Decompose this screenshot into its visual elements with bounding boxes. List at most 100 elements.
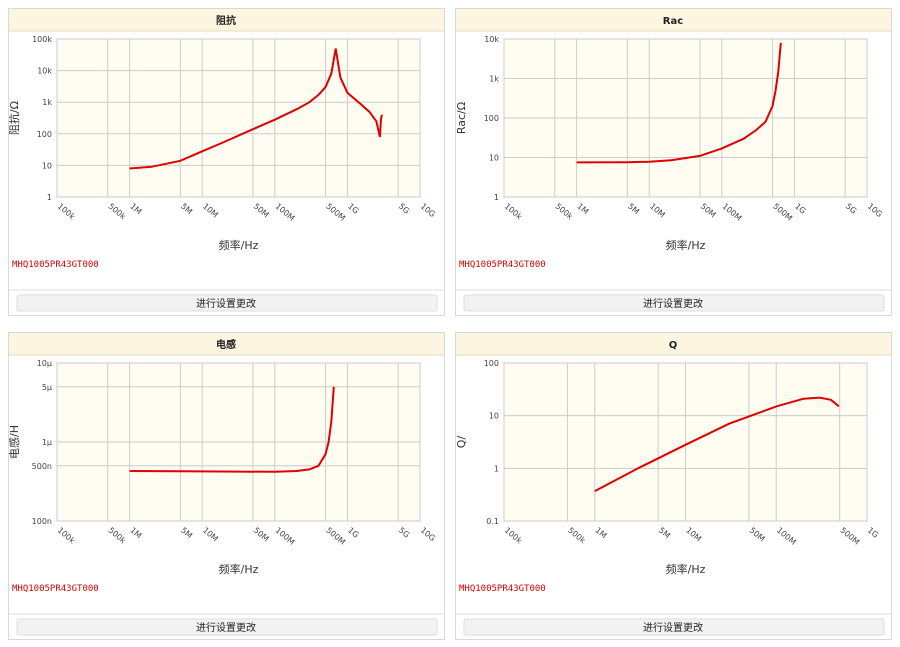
y-axis-label: 电感/H bbox=[9, 425, 21, 459]
x-tick-label: 100M bbox=[274, 526, 297, 547]
x-axis-label: 频率/Hz bbox=[666, 562, 706, 576]
chart-panel: 电感 100k 500k 1M 5M 10M 50M 100M 500M 1G 5G 10G 100n 5… bbox=[8, 332, 445, 640]
header-bar bbox=[456, 333, 891, 355]
x-tick-label: 1G bbox=[866, 526, 880, 540]
y-tick-label: 1k bbox=[42, 98, 52, 107]
data-line bbox=[576, 42, 782, 164]
part-number: MHQ1005PR43GT000 bbox=[459, 260, 546, 270]
chart-panel: Rac 100k 500k 1M 5M 10M 50M 100M 500M 1G 5G 10G 1 10 1… bbox=[455, 8, 892, 316]
x-tick-label: 5G bbox=[397, 526, 411, 540]
chart: 电感 100k 500k 1M 5M 10M 50M 100M 500M 1G 5G 10G 100n 5… bbox=[8, 333, 444, 636]
part-number: MHQ1005PR43GT000 bbox=[12, 584, 99, 594]
x-tick-label: 10G bbox=[419, 202, 437, 219]
x-tick-label: 10M bbox=[201, 526, 220, 544]
y-axis-label: 阻抗/Ω bbox=[9, 101, 21, 135]
x-tick-label: 10G bbox=[866, 202, 884, 219]
y-tick-label: 5µ bbox=[42, 383, 52, 392]
x-tick-label: 10M bbox=[201, 202, 220, 220]
x-tick-label: 10G bbox=[419, 526, 437, 543]
x-tick-label: 50M bbox=[748, 526, 767, 544]
data-line bbox=[129, 48, 383, 170]
x-tick-label: 50M bbox=[252, 202, 271, 220]
y-tick-label: 1 bbox=[494, 193, 499, 202]
chart-title: Rac bbox=[663, 16, 683, 27]
chart-title: 电感 bbox=[216, 338, 236, 351]
x-axis-label: 频率/Hz bbox=[219, 238, 259, 252]
y-tick-label: 1 bbox=[47, 193, 52, 202]
y-tick-label: 100 bbox=[37, 130, 52, 139]
x-tick-label: 5M bbox=[179, 526, 194, 541]
settings-button-label[interactable]: 进行设置更改 bbox=[196, 621, 256, 634]
x-tick-label: 500k bbox=[106, 526, 127, 546]
y-tick-label: 500n bbox=[32, 462, 52, 471]
y-tick-label: 100n bbox=[32, 517, 52, 526]
x-tick-label: 50M bbox=[252, 526, 271, 544]
x-tick-label: 100k bbox=[503, 202, 524, 222]
part-number: MHQ1005PR43GT000 bbox=[459, 584, 546, 594]
y-tick-label: 100 bbox=[484, 359, 499, 368]
y-tick-label: 10k bbox=[484, 35, 499, 44]
data-line bbox=[594, 396, 840, 492]
settings-button-label[interactable]: 进行设置更改 bbox=[196, 297, 256, 310]
y-tick-label: 100k bbox=[32, 35, 52, 44]
y-tick-label: 10 bbox=[489, 154, 499, 163]
x-tick-label: 1G bbox=[793, 202, 807, 216]
header-bar bbox=[456, 9, 891, 31]
y-tick-label: 1k bbox=[489, 75, 499, 84]
x-tick-label: 1G bbox=[346, 202, 360, 216]
header-bar bbox=[9, 9, 444, 31]
x-tick-label: 100M bbox=[775, 526, 798, 547]
x-tick-label: 500k bbox=[566, 526, 587, 546]
x-tick-label: 50M bbox=[699, 202, 718, 220]
y-axis-label: Rac/Ω bbox=[456, 102, 468, 134]
y-tick-label: 1 bbox=[494, 464, 499, 473]
plot-area bbox=[56, 38, 421, 198]
settings-button-label[interactable]: 进行设置更改 bbox=[643, 297, 703, 310]
x-tick-label: 500M bbox=[838, 526, 861, 547]
x-tick-label: 100k bbox=[56, 526, 77, 546]
settings-button[interactable] bbox=[463, 294, 885, 312]
x-tick-label: 500M bbox=[324, 202, 347, 223]
y-tick-label: 10 bbox=[42, 161, 52, 170]
x-tick-label: 500k bbox=[106, 202, 127, 222]
y-tick-label: 1µ bbox=[42, 438, 52, 447]
part-number: MHQ1005PR43GT000 bbox=[12, 260, 99, 270]
x-tick-label: 100k bbox=[503, 526, 524, 546]
settings-button[interactable] bbox=[16, 618, 438, 636]
x-tick-label: 500M bbox=[771, 202, 794, 223]
x-tick-label: 10M bbox=[648, 202, 667, 220]
x-tick-label: 500k bbox=[553, 202, 574, 222]
chart-panel: 阻抗 100k 500k 1M 5M 10M 50M 100M 500M 1G 5G 10G 1 10 10… bbox=[7, 8, 445, 316]
y-axis-label: Q/ bbox=[456, 436, 468, 449]
x-tick-label: 1M bbox=[128, 202, 143, 217]
x-tick-label: 1G bbox=[346, 526, 360, 540]
x-tick-label: 1M bbox=[575, 202, 590, 217]
y-tick-label: 10µ bbox=[37, 359, 52, 368]
settings-button[interactable] bbox=[16, 294, 438, 312]
x-tick-label: 5G bbox=[397, 202, 411, 216]
x-tick-label: 100k bbox=[56, 202, 77, 222]
header-bar bbox=[9, 333, 444, 355]
chart: Q 100k 500k 1M 5M 10M 50M 100M 500M 1G 0.1 1 10 100 频率… bbox=[455, 333, 891, 636]
y-tick-label: 10 bbox=[489, 412, 499, 421]
chart-title: 阻抗 bbox=[216, 14, 236, 27]
y-tick-label: 10k bbox=[37, 67, 52, 76]
x-tick-label: 100M bbox=[721, 202, 744, 223]
x-tick-label: 5M bbox=[657, 526, 672, 541]
data-line bbox=[129, 386, 335, 473]
settings-button-label[interactable]: 进行设置更改 bbox=[643, 621, 703, 634]
chart: Rac 100k 500k 1M 5M 10M 50M 100M 500M 1G 5G 10G 1 10 1… bbox=[455, 9, 891, 312]
x-tick-label: 500M bbox=[324, 526, 347, 547]
chart-panel: Q 100k 500k 1M 5M 10M 50M 100M 500M 1G 0.1 1 10 100 频率… bbox=[455, 332, 892, 640]
x-tick-label: 100M bbox=[274, 202, 297, 223]
x-axis-label: 频率/Hz bbox=[666, 238, 706, 252]
y-tick-label: 100 bbox=[484, 114, 499, 123]
settings-button[interactable] bbox=[463, 618, 885, 636]
x-tick-label: 10M bbox=[684, 526, 703, 544]
x-axis-label: 频率/Hz bbox=[219, 562, 259, 576]
y-tick-label: 0.1 bbox=[486, 517, 499, 526]
chart: 阻抗 100k 500k 1M 5M 10M 50M 100M 500M 1G 5G 10G 1 10 10… bbox=[7, 9, 444, 312]
x-tick-label: 1M bbox=[128, 526, 143, 541]
x-tick-label: 5G bbox=[844, 202, 858, 216]
